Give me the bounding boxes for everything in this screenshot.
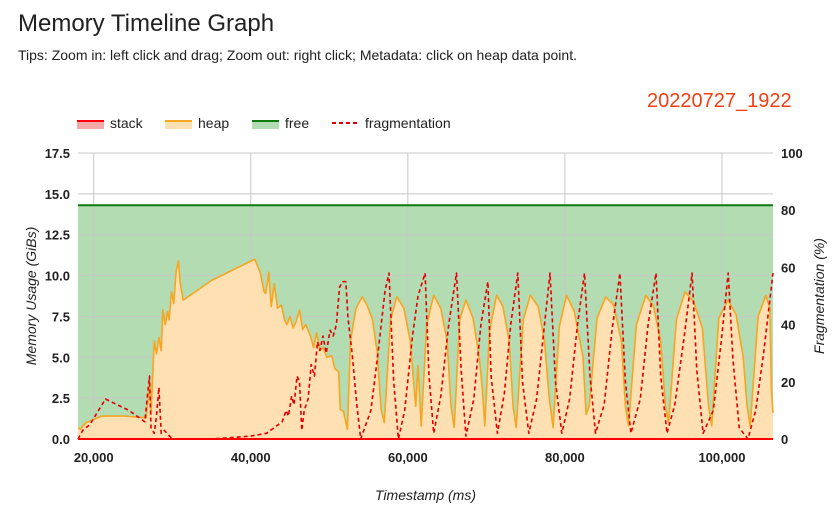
plot-area[interactable]	[77, 152, 774, 440]
y-tick-label: 15.0	[45, 187, 70, 202]
page-title: Memory Timeline Graph	[18, 10, 275, 37]
x-tick-label: 60,000	[388, 450, 428, 465]
y-tick-label: 10.0	[45, 269, 70, 284]
y-tick-label: 7.5	[52, 309, 70, 324]
legend-label-free: free	[285, 115, 309, 131]
y-tick-label: 17.5	[45, 146, 70, 161]
y-tick-label: 2.5	[52, 391, 70, 406]
y2-tick-label: 0	[781, 432, 788, 447]
y-tick-label: 12.5	[45, 228, 70, 243]
tips-text: Tips: Zoom in: left click and drag; Zoom…	[18, 47, 577, 63]
y-axis-label: Memory Usage (GiBs)	[23, 227, 39, 365]
y2-tick-label: 20	[781, 375, 795, 390]
legend-label-stack: stack	[110, 115, 144, 131]
legend-item-stack[interactable]: stack	[77, 115, 144, 131]
legend-item-fragmentation[interactable]: fragmentation	[332, 115, 451, 131]
x-tick-label: 100,000	[698, 450, 745, 465]
x-axis-label: Timestamp (ms)	[375, 487, 476, 503]
axes: 20,000 40,000 60,000 80,000 100,000 0.0 2.5 5.0…	[45, 146, 803, 465]
y2-tick-label: 80	[781, 203, 795, 218]
y-tick-label: 0.0	[52, 432, 70, 447]
legend-item-heap[interactable]: heap	[165, 115, 229, 131]
y2-tick-label: 40	[781, 318, 795, 333]
y-tick-label: 5.0	[52, 350, 70, 365]
x-tick-label: 20,000	[74, 450, 114, 465]
legend-swatch-heap	[165, 121, 192, 129]
legend-swatch-free	[252, 121, 279, 129]
legend-label-heap: heap	[198, 115, 229, 131]
y2-tick-label: 100	[781, 146, 803, 161]
legend-label-fragmentation: fragmentation	[365, 115, 451, 131]
y2-tick-label: 60	[781, 260, 795, 275]
x-tick-label: 40,000	[231, 450, 271, 465]
x-tick-label: 80,000	[545, 450, 585, 465]
heap-line[interactable]	[77, 258, 774, 431]
legend-swatch-stack	[77, 121, 104, 129]
run-id-label: 20220727_1922	[647, 90, 792, 112]
fragmentation-line	[77, 272, 774, 440]
chart-legend[interactable]: stack heap free fragmentation	[77, 115, 451, 131]
legend-item-free[interactable]: free	[252, 115, 309, 131]
y2-axis-label: Fragmentation (%)	[811, 238, 827, 354]
